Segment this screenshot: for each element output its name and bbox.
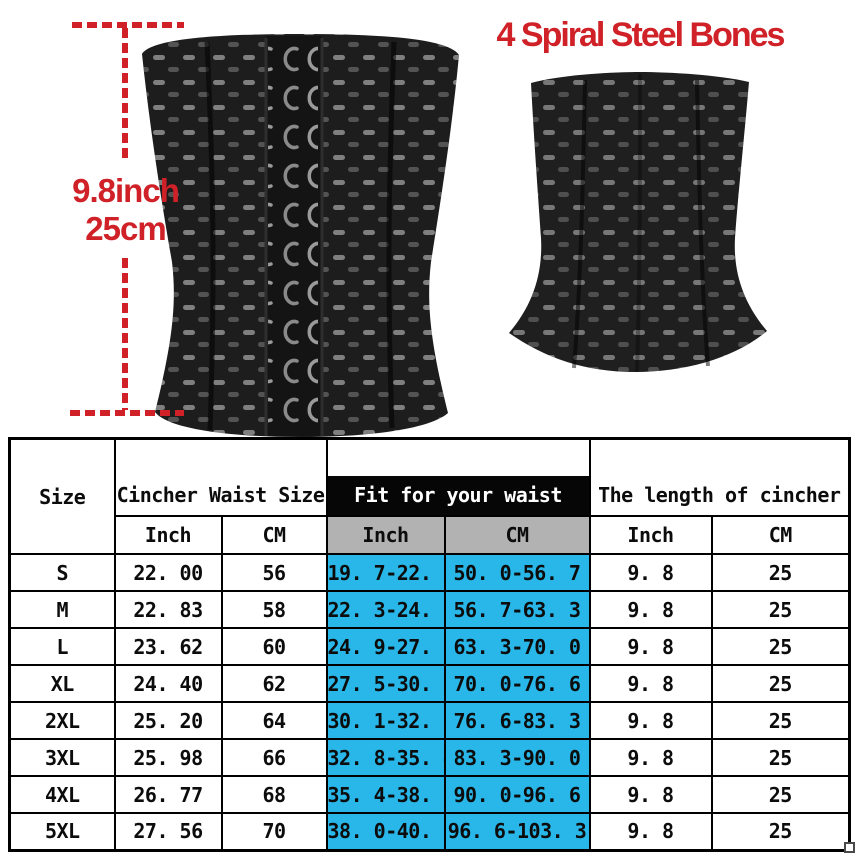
- cell-length-inch: 9. 8: [588, 738, 713, 777]
- cell-fit-inch: 35. 4-38. 0: [325, 775, 446, 814]
- cell-size: M: [8, 590, 116, 629]
- hook-eye-closure: [264, 36, 324, 436]
- cell-size: S: [8, 553, 116, 592]
- measurement-line-bottom: [70, 410, 184, 416]
- size-chart-table: Size Cincher Waist Size Fit for your wai…: [8, 437, 851, 852]
- header-cincher-waist-size-label: Cincher Waist Size: [116, 483, 325, 507]
- cell-cincher-inch: 25. 20: [113, 701, 223, 740]
- cell-fit-cm: 76. 6-83. 3: [443, 701, 591, 740]
- cell-fit-inch: 22. 3-24. 9: [325, 590, 446, 629]
- subheader-cm: CM: [220, 515, 328, 555]
- cell-length-cm: 25: [710, 627, 851, 666]
- cell-length-cm: 25: [710, 590, 851, 629]
- cell-cincher-cm: 66: [220, 738, 328, 777]
- cell-length-inch: 9. 8: [588, 775, 713, 814]
- header-length-of-cincher-label: The length of cincher: [598, 483, 841, 507]
- cell-length-cm: 25: [710, 812, 851, 851]
- measurement-cm-text: 25cm: [85, 210, 166, 247]
- cell-fit-inch: 38. 0-40. 6: [325, 812, 446, 851]
- subheader-inch: Inch: [325, 515, 446, 555]
- cell-fit-cm: 83. 3-90. 0: [443, 738, 591, 777]
- cell-size: L: [8, 627, 116, 666]
- subheader-inch: Inch: [588, 515, 713, 555]
- cell-size: 3XL: [8, 738, 116, 777]
- measurement-line-top: [72, 22, 184, 28]
- cell-length-cm: 25: [710, 775, 851, 814]
- cell-length-cm: 25: [710, 664, 851, 703]
- cell-cincher-cm: 56: [220, 553, 328, 592]
- subheader-inch: Inch: [113, 515, 223, 555]
- cell-cincher-inch: 25. 98: [113, 738, 223, 777]
- cell-length-inch: 9. 8: [588, 553, 713, 592]
- cell-size: 5XL: [8, 812, 116, 851]
- header-fit-for-your-waist: Fit for your waist: [325, 437, 591, 517]
- cell-cincher-cm: 68: [220, 775, 328, 814]
- measurement-label: 9.8inch 25cm: [38, 172, 213, 248]
- cell-cincher-inch: 27. 56: [113, 812, 223, 851]
- measurement-line-vertical: [122, 28, 128, 158]
- cell-cincher-inch: 24. 40: [113, 664, 223, 703]
- header-cincher-waist-size: Cincher Waist Size: [113, 437, 328, 517]
- cell-cincher-cm: 70: [220, 812, 328, 851]
- table-row-l: L 23. 62 60 24. 9-27. 5 63. 3-70. 0 9. 8…: [8, 627, 851, 666]
- cell-cincher-cm: 64: [220, 701, 328, 740]
- cell-length-inch: 9. 8: [588, 627, 713, 666]
- table-row-m: M 22. 83 58 22. 3-24. 9 56. 7-63. 3 9. 8…: [8, 590, 851, 629]
- table-row-3xl: 3XL 25. 98 66 32. 8-35. 4 83. 3-90. 0 9.…: [8, 738, 851, 777]
- cell-cincher-cm: 58: [220, 590, 328, 629]
- table-row-s: S 22. 00 56 19. 7-22. 3 50. 0-56. 7 9. 8…: [8, 553, 851, 592]
- cell-cincher-inch: 26. 77: [113, 775, 223, 814]
- cell-cincher-inch: 23. 62: [113, 627, 223, 666]
- cell-cincher-inch: 22. 83: [113, 590, 223, 629]
- cell-cincher-cm: 62: [220, 664, 328, 703]
- product-feature-title: 4 Spiral Steel Bones: [496, 16, 786, 54]
- subheader-cm: CM: [443, 515, 591, 555]
- measurement-line-vertical: [122, 258, 128, 410]
- cell-length-inch: 9. 8: [588, 812, 713, 851]
- corset-product-images: [142, 34, 767, 437]
- cell-fit-cm: 63. 3-70. 0: [443, 627, 591, 666]
- cell-fit-cm: 96. 6-103. 3: [443, 812, 591, 851]
- table-row-xl: XL 24. 40 62 27. 5-30. 1 70. 0-76. 6 9. …: [8, 664, 851, 703]
- cell-fit-cm: 50. 0-56. 7: [443, 553, 591, 592]
- cell-size: XL: [8, 664, 116, 703]
- cell-fit-inch: 24. 9-27. 5: [325, 627, 446, 666]
- cell-fit-inch: 27. 5-30. 1: [325, 664, 446, 703]
- cell-size: 2XL: [8, 701, 116, 740]
- cell-fit-inch: 30. 1-32. 8: [325, 701, 446, 740]
- cell-cincher-inch: 22. 00: [113, 553, 223, 592]
- cell-length-cm: 25: [710, 701, 851, 740]
- table-header-group-row: Size Cincher Waist Size Fit for your wai…: [8, 437, 851, 555]
- cell-fit-inch: 32. 8-35. 4: [325, 738, 446, 777]
- header-size: Size: [8, 437, 116, 555]
- cell-length-cm: 25: [710, 738, 851, 777]
- table-row-2xl: 2XL 25. 20 64 30. 1-32. 8 76. 6-83. 3 9.…: [8, 701, 851, 740]
- cell-length-cm: 25: [710, 553, 851, 592]
- corset-front-image: [142, 34, 459, 437]
- cell-fit-inch: 19. 7-22. 3: [325, 553, 446, 592]
- header-length-of-cincher: The length of cincher: [588, 437, 851, 517]
- cell-fit-cm: 70. 0-76. 6: [443, 664, 591, 703]
- cell-length-inch: 9. 8: [588, 701, 713, 740]
- table-subheader-row: Inch CM Inch CM Inch CM: [10, 515, 851, 555]
- measurement-inch-text: 9.8inch: [72, 172, 180, 209]
- cell-size: 4XL: [8, 775, 116, 814]
- cell-length-inch: 9. 8: [588, 664, 713, 703]
- cell-cincher-cm: 60: [220, 627, 328, 666]
- table-row-5xl: 5XL 27. 56 70 38. 0-40. 6 96. 6-103. 3 9…: [8, 812, 851, 851]
- table-row-4xl: 4XL 26. 77 68 35. 4-38. 0 90. 0-96. 6 9.…: [8, 775, 851, 814]
- cell-fit-cm: 90. 0-96. 6: [443, 775, 591, 814]
- header-fit-for-your-waist-label: Fit for your waist: [328, 476, 588, 515]
- subheader-cm: CM: [710, 515, 851, 555]
- cell-length-inch: 9. 8: [588, 590, 713, 629]
- corset-back-image: [509, 72, 767, 373]
- cell-fit-cm: 56. 7-63. 3: [443, 590, 591, 629]
- corner-checkbox[interactable]: [844, 842, 855, 853]
